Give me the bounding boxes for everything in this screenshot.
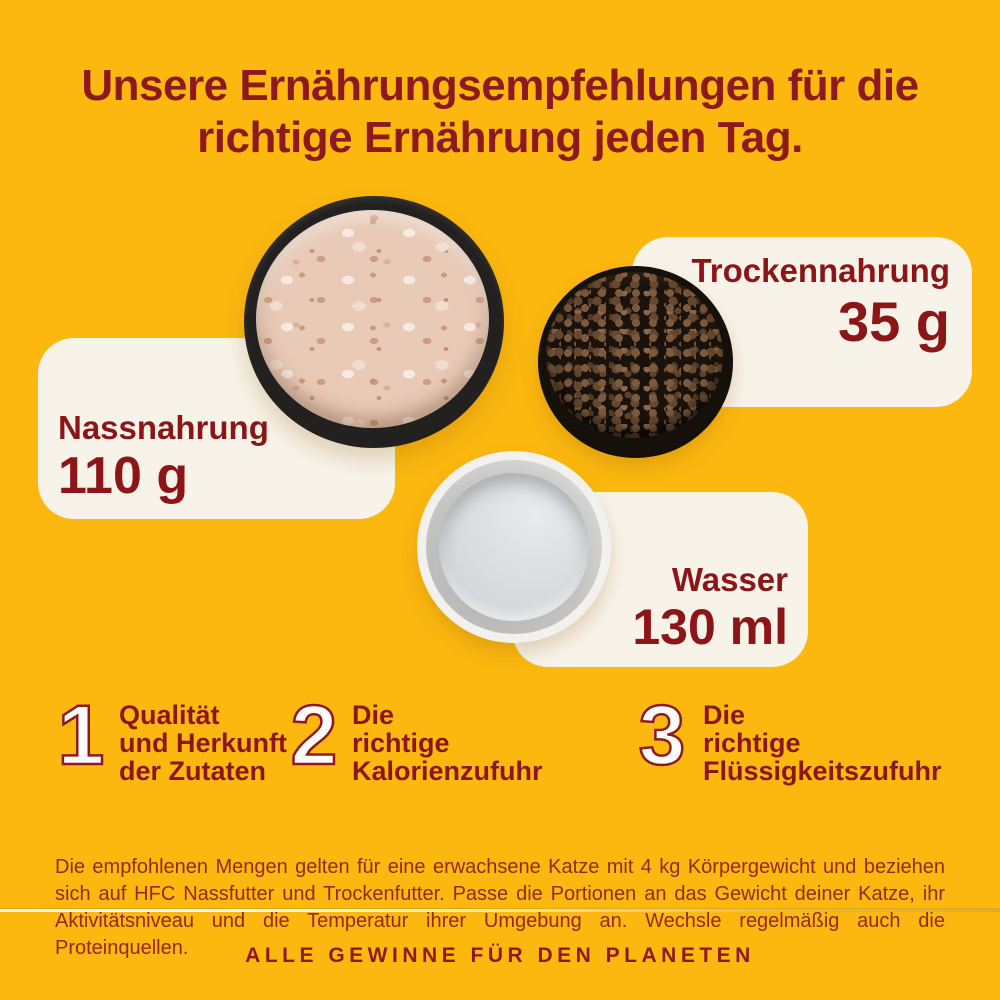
wet-food-bowl-photo	[244, 196, 504, 448]
principle-2-text: Die richtige Kalorienzufuhr	[352, 700, 543, 786]
principle-3-number: 3	[637, 688, 686, 782]
principle-3-text: Die richtige Flüssigkeitszufuhr	[703, 700, 942, 786]
page-title-line1: Unsere Ernährungsempfehlungen für die	[81, 61, 919, 110]
wet-food-content	[256, 210, 489, 428]
principle-2-number: 2	[289, 688, 338, 782]
dry-food-bowl-photo	[538, 266, 733, 458]
page-title-line2: richtige Ernährung jeden Tag.	[197, 113, 803, 162]
dry-food-amount: 35 g	[837, 289, 950, 353]
kibble-content	[546, 272, 723, 438]
principle-1-number: 1	[56, 688, 105, 782]
water-label: Wasser	[671, 561, 788, 599]
principle-2: 2 Die richtige Kalorienzufuhr	[285, 688, 543, 786]
footer-divider-line	[0, 909, 1000, 912]
water-content	[439, 473, 589, 621]
disclaimer-text: Die empfohlenen Mengen gelten für eine e…	[55, 856, 945, 959]
wet-food-amount: 110 g	[58, 446, 189, 505]
footer-slogan: ALLE GEWINNE FÜR DEN PLANETEN	[245, 944, 755, 967]
water-amount: 130 ml	[632, 599, 788, 655]
wet-food-label: Nassnahrung	[58, 409, 269, 447]
principle-1-text: Qualität und Herkunft der Zutaten	[119, 700, 287, 786]
principle-3: 3 Die richtige Flüssigkeitszufuhr	[630, 688, 942, 786]
principle-1: 1 Qualität und Herkunft der Zutaten	[52, 688, 287, 786]
water-bowl-photo	[417, 451, 611, 643]
water-bowl-ring	[426, 460, 602, 634]
page-title: Unsere Ernährungsempfehlungen für die ri…	[0, 60, 1000, 164]
dry-food-label: Trockennahrung	[691, 252, 950, 289]
